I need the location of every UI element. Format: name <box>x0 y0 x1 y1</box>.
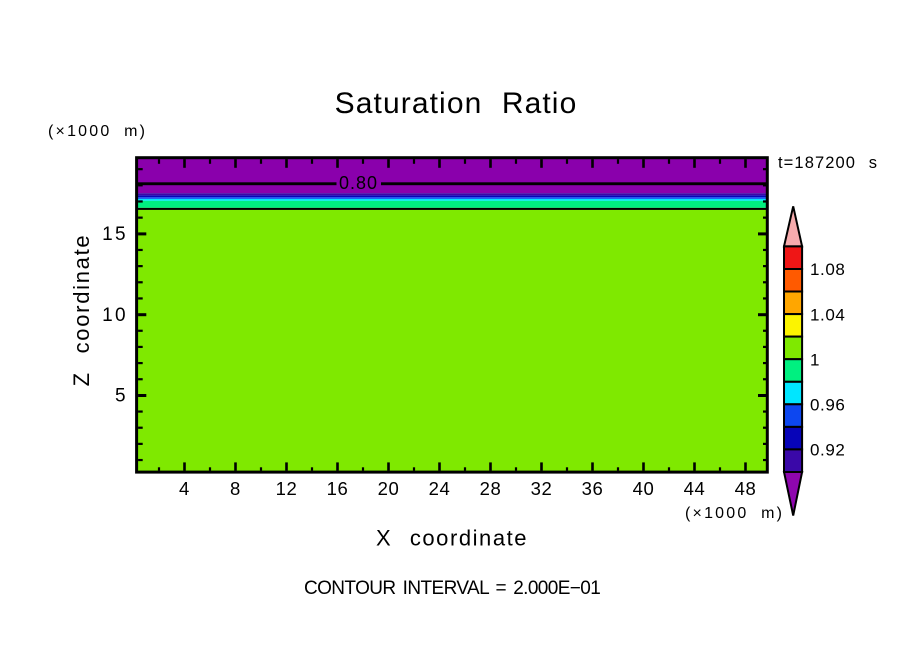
svg-text:1: 1 <box>810 350 820 369</box>
svg-text:1.04: 1.04 <box>810 305 846 324</box>
svg-text:5: 5 <box>115 386 128 407</box>
svg-text:36: 36 <box>582 478 604 499</box>
svg-text:(×1000 m): (×1000 m) <box>48 123 147 140</box>
svg-text:16: 16 <box>327 478 349 499</box>
svg-text:4: 4 <box>179 478 190 499</box>
svg-text:32: 32 <box>531 478 553 499</box>
svg-text:12: 12 <box>276 478 298 499</box>
svg-text:Saturation Ratio: Saturation Ratio <box>335 87 578 120</box>
svg-text:X coordinate: X coordinate <box>376 526 528 551</box>
svg-text:15: 15 <box>102 224 128 245</box>
svg-text:10: 10 <box>102 305 128 326</box>
svg-text:(×1000 m): (×1000 m) <box>685 505 784 522</box>
svg-text:Z coordinate: Z coordinate <box>69 234 94 387</box>
svg-text:0.80: 0.80 <box>339 173 378 193</box>
svg-text:40: 40 <box>633 478 655 499</box>
svg-text:0.96: 0.96 <box>810 396 846 415</box>
svg-text:48: 48 <box>735 478 757 499</box>
svg-text:24: 24 <box>429 478 451 499</box>
svg-text:28: 28 <box>480 478 502 499</box>
svg-text:20: 20 <box>378 478 400 499</box>
svg-text:8: 8 <box>230 478 241 499</box>
svg-text:1.08: 1.08 <box>810 260 846 279</box>
svg-text:t=187200 s: t=187200 s <box>778 154 878 172</box>
svg-text:44: 44 <box>684 478 706 499</box>
svg-text:0.92: 0.92 <box>810 441 846 460</box>
svg-text:CONTOUR INTERVAL = 2.000E−01: CONTOUR INTERVAL = 2.000E−01 <box>304 578 600 599</box>
